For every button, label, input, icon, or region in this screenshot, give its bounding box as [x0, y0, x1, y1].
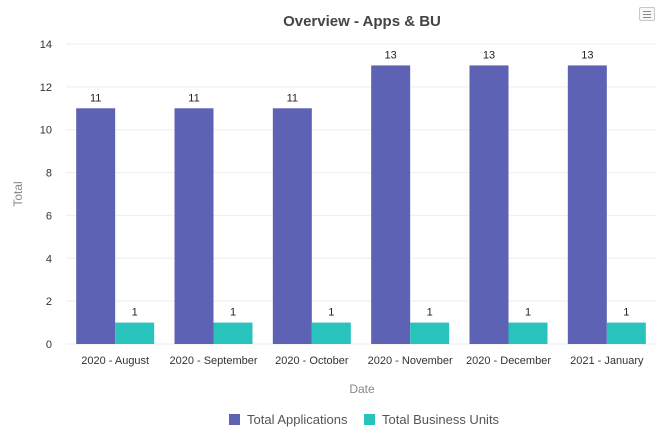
bar-total-business-units — [311, 322, 351, 344]
y-tick-label: 4 — [46, 253, 52, 265]
x-axis-label: Date — [349, 382, 375, 396]
x-tick-label: 2020 - November — [368, 355, 453, 367]
legend-label: Total Applications — [247, 412, 348, 427]
grid — [66, 43, 656, 345]
bar-total-applications — [174, 108, 214, 345]
data-label: 13 — [385, 49, 397, 61]
data-label: 11 — [188, 92, 199, 104]
bar-total-applications — [469, 65, 509, 344]
data-label: 1 — [623, 307, 629, 319]
x-axis-ticks: 2020 - August 2020 - September 2020 - Octo… — [81, 355, 644, 367]
bar-total-business-units — [606, 322, 646, 344]
legend: Total Applications Total Business Units — [229, 412, 500, 427]
y-tick-label: 6 — [46, 210, 52, 222]
x-tick-label: 2020 - September — [169, 355, 257, 367]
legend-swatch — [364, 414, 375, 425]
y-tick-label: 2 — [46, 296, 52, 308]
bar-total-applications — [567, 65, 607, 344]
data-label: 1 — [230, 307, 236, 319]
bars — [76, 65, 646, 345]
data-label: 1 — [132, 307, 138, 319]
y-tick-label: 8 — [46, 168, 52, 180]
y-tick-label: 12 — [40, 82, 52, 94]
x-tick-label: 2020 - August — [81, 355, 149, 367]
chart-title: Overview - Apps & BU — [283, 13, 441, 30]
y-axis-label: Total — [11, 181, 25, 206]
x-tick-label: 2021 - January — [570, 355, 644, 367]
bar-total-applications — [272, 108, 312, 345]
data-label: 1 — [328, 307, 334, 319]
x-tick-label: 2020 - October — [275, 355, 349, 367]
data-label: 13 — [581, 49, 593, 61]
bar-total-business-units — [115, 322, 155, 344]
legend-label: Total Business Units — [382, 412, 500, 427]
data-label: 1 — [427, 307, 433, 319]
bar-total-business-units — [508, 322, 548, 344]
bar-total-applications — [76, 108, 116, 345]
y-tick-label: 14 — [40, 39, 52, 51]
y-tick-label: 10 — [40, 125, 52, 137]
chart-menu-button[interactable] — [639, 7, 655, 21]
bar-total-business-units — [213, 322, 253, 344]
bar-total-applications — [371, 65, 411, 344]
data-label: 11 — [90, 92, 101, 104]
y-tick-label: 0 — [46, 339, 52, 351]
y-axis-ticks: 0 2 4 6 8 10 12 14 — [40, 39, 52, 351]
legend-swatch — [229, 414, 240, 425]
data-label: 1 — [525, 307, 531, 319]
x-tick-label: 2020 - December — [466, 355, 551, 367]
data-label: 13 — [483, 49, 495, 61]
data-label: 11 — [287, 92, 298, 104]
bar-total-business-units — [410, 322, 450, 344]
